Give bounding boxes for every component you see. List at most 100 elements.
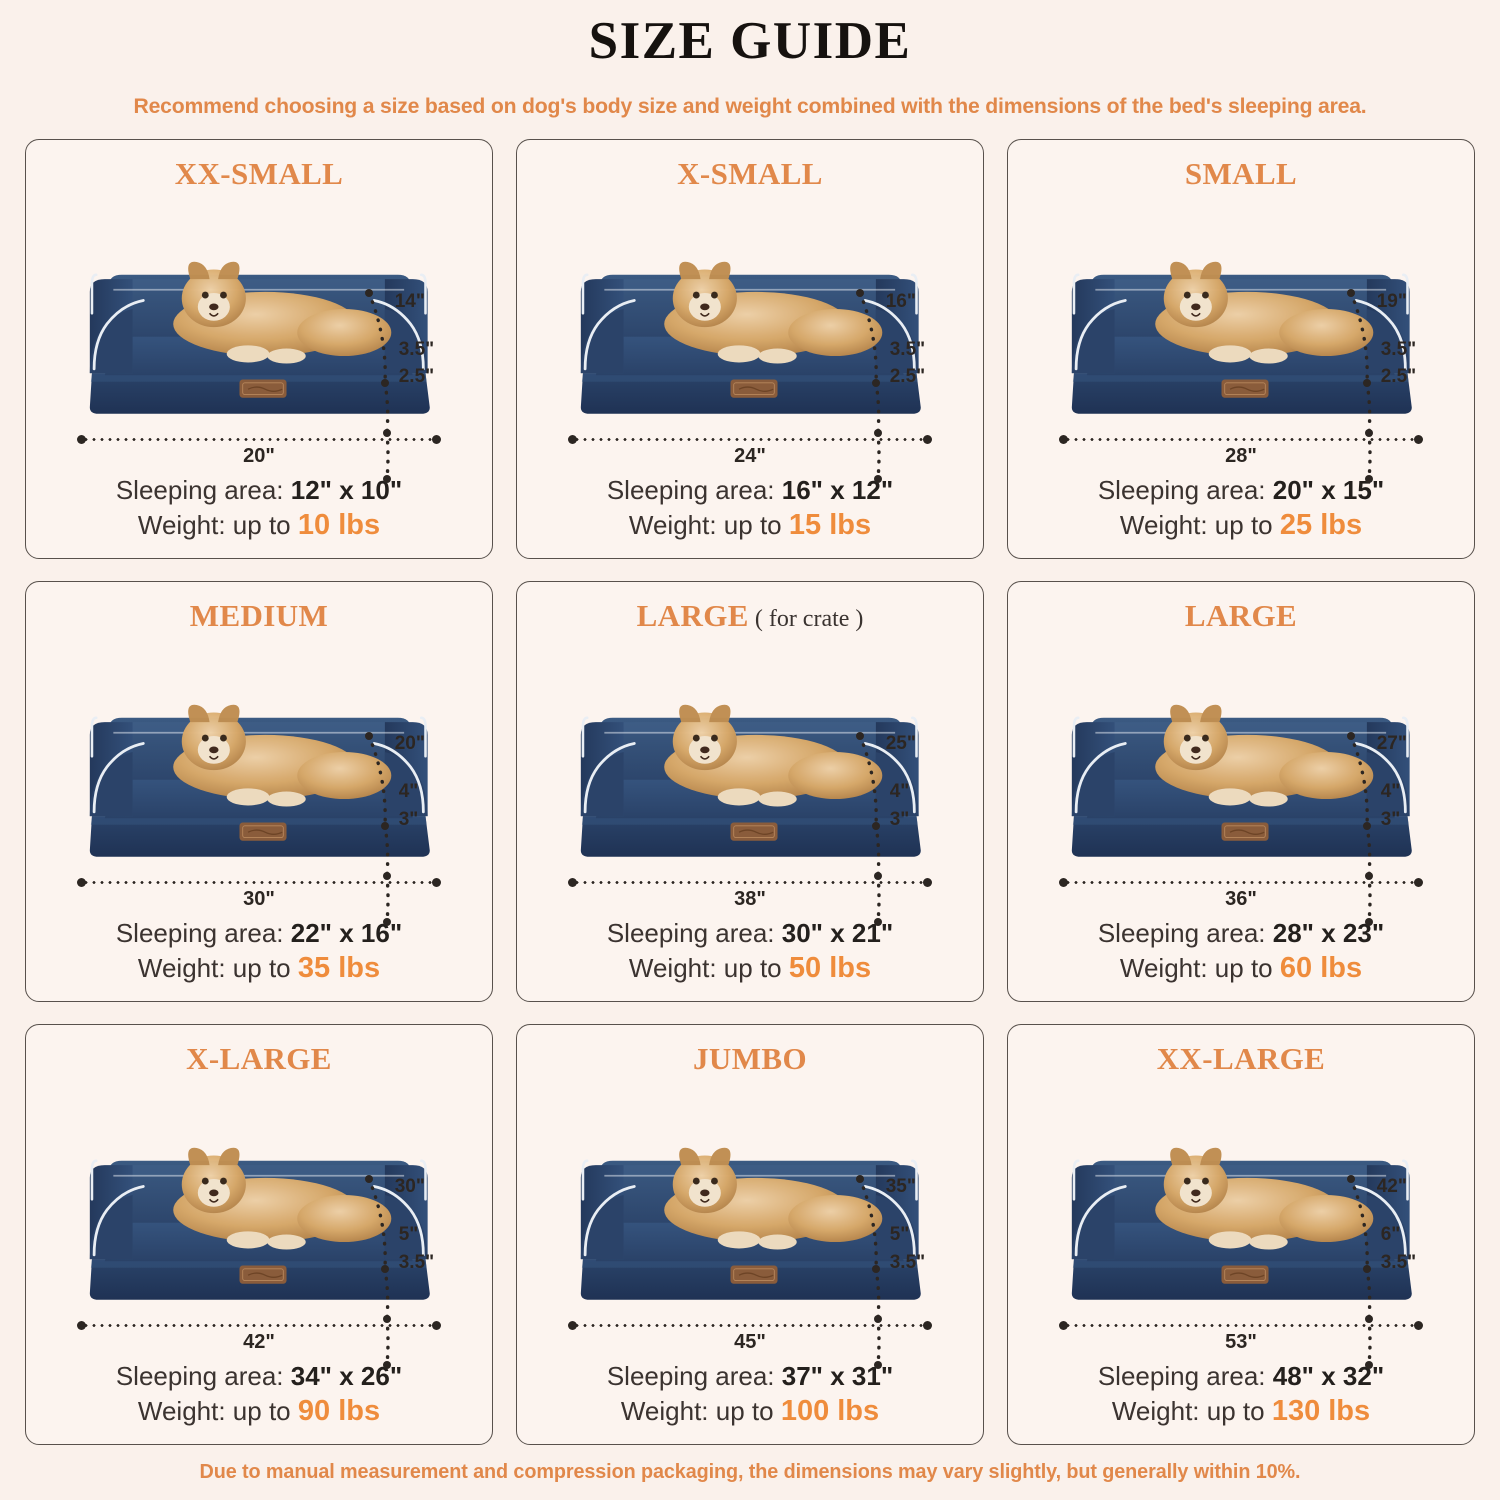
card-specs: Sleeping area: 20" x 15" Weight: up to 2…: [1008, 468, 1474, 558]
size-card[interactable]: LARGE: [1007, 581, 1475, 1003]
weight-value: 100 lbs: [780, 1394, 880, 1427]
width-label: 45": [734, 1330, 766, 1353]
size-card[interactable]: LARGE( for crate ): [516, 581, 984, 1003]
vertical-dimensions: 19" 3.5" 2.5": [1343, 287, 1421, 484]
width-dimension-line: [568, 1320, 932, 1330]
width-dimension-line: [568, 877, 932, 887]
width-label: 24": [734, 445, 766, 468]
sleeping-area-line: Sleeping area: 12" x 10": [36, 474, 482, 507]
vertical-dimension-line: [1346, 289, 1373, 484]
sleeping-area-label: Sleeping area:: [606, 1360, 775, 1391]
dimension-dotted-line: [82, 880, 436, 884]
leather-brand-tag: [239, 1265, 287, 1284]
width-dimension: 20": [77, 435, 441, 468]
width-dimension: 30": [77, 877, 441, 911]
illustration-area: 20" 4" 3": [26, 634, 492, 926]
height-label-total: 35": [885, 1176, 916, 1198]
dimension-endpoint-left: [77, 1320, 87, 1330]
illustration-area: 19" 3.5" 2.5": [1008, 192, 1474, 484]
size-card[interactable]: X-SMALL: [516, 138, 984, 560]
card-title-text: MEDIUM: [189, 598, 329, 634]
vertical-dimension-line: [1346, 1174, 1373, 1369]
size-card[interactable]: XX-SMALL: [25, 138, 493, 560]
vertical-dimension-line: [364, 1174, 391, 1369]
vertical-dimension-line: [855, 1174, 882, 1369]
vertical-dimensions: 25" 4" 3": [852, 730, 930, 926]
width-label: 20": [243, 445, 275, 468]
bed-wrap: 30" 5" 3.5": [77, 1133, 440, 1369]
weight-value: 25 lbs: [1279, 509, 1363, 542]
height-label-base: 3.5": [889, 1251, 926, 1273]
vertical-dimensions: 30" 5" 3.5": [361, 1173, 439, 1369]
weight-value: 15 lbs: [788, 509, 872, 542]
card-specs: Sleeping area: 37" x 31" Weight: up to 1…: [517, 1354, 983, 1444]
weight-value: 60 lbs: [1279, 952, 1363, 985]
width-dimension: 53": [1059, 1320, 1423, 1354]
size-card[interactable]: X-LARGE: [25, 1024, 493, 1445]
height-label-base: 3": [398, 809, 419, 831]
pet-rottweiler-and-chihuahua: [1155, 1147, 1374, 1250]
sleeping-area-label: Sleeping area:: [1097, 917, 1266, 948]
card-title: XX-SMALL: [175, 156, 344, 192]
width-dimension-line: [1059, 435, 1423, 445]
bed-wrap: 42" 6" 3.5": [1059, 1133, 1422, 1369]
vertical-dimension-line: [364, 289, 391, 484]
bed-wrap: 27" 4" 3": [1059, 690, 1422, 926]
sleeping-area-label: Sleeping area:: [115, 475, 284, 506]
size-card[interactable]: JUMBO: [516, 1024, 984, 1445]
height-label-total: 14": [394, 290, 425, 312]
pet-australian-shepherd-dog: [1155, 704, 1374, 807]
vertical-dimensions: 42" 6" 3.5": [1343, 1173, 1421, 1369]
width-dimension: 38": [568, 877, 932, 911]
card-specs: Sleeping area: 34" x 26" Weight: up to 9…: [26, 1354, 492, 1444]
width-label: 28": [1225, 445, 1257, 468]
sleeping-area-label: Sleeping area:: [606, 475, 775, 506]
weight-label: Weight: up to: [1119, 953, 1273, 984]
height-label-middle: 5": [398, 1224, 419, 1246]
width-label: 38": [734, 887, 766, 910]
sleeping-area-label: Sleeping area:: [1097, 475, 1266, 506]
weight-line: Weight: up to 50 lbs: [527, 950, 973, 987]
illustration-area: 16" 3.5" 2.5": [517, 192, 983, 484]
dimension-endpoint-right: [922, 435, 932, 445]
card-title-text: LARGE: [636, 598, 749, 634]
size-card[interactable]: XX-LARGE: [1007, 1024, 1475, 1445]
bed-wrap: 14" 3.5" 2.5": [77, 247, 440, 484]
footer-note: Due to manual measurement and compressio…: [199, 1461, 1301, 1483]
width-dimension-line: [77, 1320, 441, 1330]
size-card[interactable]: MEDIUM: [25, 581, 493, 1003]
card-specs: Sleeping area: 28" x 23" Weight: up to 6…: [1008, 911, 1474, 1001]
size-card[interactable]: SMALL: [1007, 138, 1475, 560]
leather-brand-tag: [730, 1265, 778, 1284]
dog-bed-illustration: [581, 262, 922, 415]
width-label: 53": [1225, 1330, 1257, 1353]
weight-line: Weight: up to 60 lbs: [1018, 950, 1464, 987]
sleeping-area-line: Sleeping area: 48" x 32": [1018, 1360, 1464, 1393]
card-title: LARGE( for crate ): [637, 598, 864, 634]
width-dimension-line: [77, 435, 441, 445]
card-title-text: XX-SMALL: [174, 155, 344, 191]
leather-brand-tag: [730, 822, 778, 841]
dog-bed-illustration: [90, 1147, 431, 1300]
height-label-total: 20": [394, 733, 425, 755]
dimension-endpoint-right: [1413, 435, 1423, 445]
height-label-base: 3.5": [1380, 1251, 1417, 1273]
pet-french-bulldog: [1155, 262, 1374, 364]
leather-brand-tag: [239, 379, 287, 399]
dimension-endpoint-left: [1059, 877, 1069, 887]
dimension-endpoint-right: [431, 877, 441, 887]
dimension-dotted-line: [1064, 880, 1418, 884]
illustration-area: 14" 3.5" 2.5": [26, 192, 492, 484]
dog-bed-illustration: [1072, 1147, 1413, 1300]
leather-brand-tag: [1221, 1265, 1269, 1284]
vertical-dimension-line: [855, 289, 882, 484]
height-label-middle: 4": [398, 781, 419, 803]
pet-golden-retriever-dog: [173, 1147, 392, 1250]
illustration-area: 35" 5" 3.5": [517, 1077, 983, 1369]
width-dimension: 42": [77, 1320, 441, 1354]
header: SIZE GUIDE Recommend choosing a size bas…: [0, 0, 1500, 119]
height-label-total: 16": [885, 290, 916, 312]
weight-label: Weight: up to: [137, 510, 291, 541]
weight-label: Weight: up to: [1111, 1395, 1265, 1426]
width-dimension-line: [1059, 1320, 1423, 1330]
